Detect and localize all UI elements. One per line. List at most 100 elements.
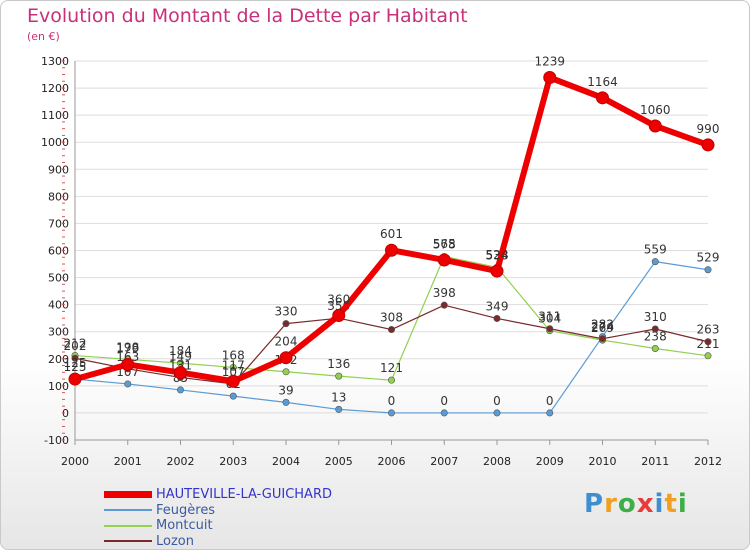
x-tick-label: 2005	[325, 455, 353, 468]
data-point	[596, 91, 609, 105]
y-tick-label: 400	[48, 299, 69, 312]
data-point	[387, 326, 395, 334]
x-tick-label: 2007	[430, 455, 458, 468]
x-tick-label: 2003	[219, 455, 247, 468]
y-tick-label: 200	[48, 353, 69, 366]
chart-unit: (en €)	[27, 30, 60, 43]
data-point	[704, 352, 712, 360]
data-label: 263	[697, 323, 720, 337]
data-label: 0	[388, 394, 396, 408]
data-label: 1060	[640, 103, 671, 117]
legend-swatch	[104, 491, 152, 498]
x-tick-label: 2002	[167, 455, 195, 468]
data-point	[332, 308, 346, 322]
data-label: 149	[169, 350, 192, 364]
chart-title: Evolution du Montant de la Dette par Hab…	[27, 5, 468, 27]
data-label: 0	[440, 394, 448, 408]
data-label: 578	[433, 237, 456, 251]
data-point	[177, 386, 185, 394]
data-label: 360	[327, 292, 350, 306]
data-label: 304	[538, 312, 561, 326]
data-point	[282, 398, 290, 406]
x-tick-label: 2000	[61, 455, 89, 468]
y-tick-label: 500	[48, 272, 69, 285]
data-point	[385, 243, 398, 257]
data-label: 202	[64, 339, 87, 353]
data-point	[387, 409, 395, 417]
y-tick-label: 700	[48, 217, 69, 230]
legend-label: HAUTEVILLE-LA-GUICHARD	[156, 487, 332, 502]
data-point	[490, 264, 504, 278]
data-point	[440, 301, 448, 309]
data-point	[279, 351, 293, 365]
y-tick-label: -100	[44, 434, 69, 447]
data-point	[335, 405, 343, 413]
data-label: 274	[591, 320, 614, 334]
legend-label: Montcuit	[156, 518, 213, 533]
x-tick-label: 2008	[483, 455, 511, 468]
data-point	[493, 409, 501, 417]
data-point	[704, 266, 712, 274]
x-tick-label: 2012	[694, 455, 722, 468]
data-label: 559	[644, 243, 667, 257]
data-point	[651, 258, 659, 266]
data-label: 310	[644, 310, 667, 324]
y-tick-label: 100	[48, 380, 69, 393]
legend-swatch	[104, 509, 152, 511]
data-label: 212	[64, 337, 87, 351]
data-label: 311	[538, 310, 561, 324]
data-label: 565	[433, 237, 456, 251]
proxiti-logo: Proxiti	[584, 489, 688, 519]
y-tick-label: 1000	[41, 136, 69, 149]
data-point	[229, 363, 237, 371]
data-label: 1164	[587, 75, 618, 89]
data-label: 282	[591, 318, 614, 332]
data-point	[704, 338, 712, 346]
data-label: 121	[380, 361, 403, 375]
y-tick-label: 800	[48, 190, 69, 203]
data-label: 398	[433, 286, 456, 300]
legend-swatch	[104, 524, 152, 527]
data-label: 117	[222, 358, 245, 372]
x-tick-label: 2009	[536, 455, 564, 468]
y-tick-label: 600	[48, 245, 69, 258]
data-point	[546, 325, 554, 333]
data-point	[282, 320, 290, 328]
data-label: 39	[278, 383, 293, 397]
y-tick-label: 1100	[41, 109, 69, 122]
data-label: 269	[591, 321, 614, 335]
y-tick-label: 1200	[41, 82, 69, 95]
data-point	[648, 119, 662, 133]
data-label: 601	[380, 227, 403, 241]
x-tick-label: 2011	[641, 455, 669, 468]
data-label: 198	[116, 340, 139, 354]
y-tick-label: 0	[62, 407, 69, 420]
data-label: 330	[275, 305, 298, 319]
data-point	[387, 376, 395, 384]
data-point	[71, 354, 79, 362]
data-point	[124, 380, 132, 388]
y-tick-label: 300	[48, 326, 69, 339]
legend-label: Lozon	[156, 533, 194, 549]
data-point	[546, 409, 554, 417]
x-tick-label: 2004	[272, 455, 300, 468]
data-label: 524	[486, 248, 509, 262]
data-label: 163	[116, 350, 139, 364]
data-point	[437, 253, 451, 267]
data-label: 179	[116, 341, 139, 355]
data-label: 349	[486, 299, 509, 313]
data-point	[651, 344, 659, 352]
data-point	[121, 357, 135, 371]
data-label: 0	[493, 394, 501, 408]
data-point	[282, 368, 290, 376]
data-label: 168	[222, 348, 245, 362]
data-label: 136	[327, 357, 350, 371]
data-point	[701, 138, 715, 152]
x-tick-label: 2006	[378, 455, 406, 468]
data-point	[543, 71, 557, 85]
legend-label: Feugères	[156, 502, 216, 518]
data-label: 308	[380, 311, 403, 325]
legend-swatch	[104, 540, 152, 542]
data-point	[493, 314, 501, 322]
